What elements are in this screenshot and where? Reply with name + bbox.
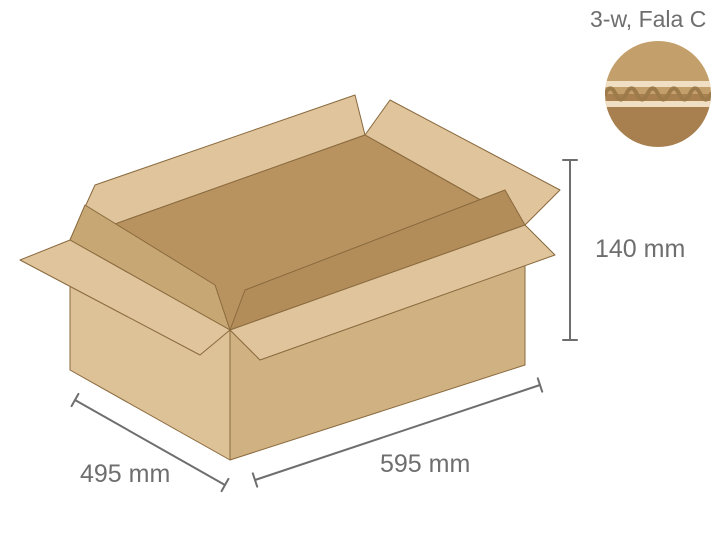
corrugation-badge xyxy=(605,41,711,147)
height-dimension-label: 140 mm xyxy=(595,235,685,264)
height-guide xyxy=(563,160,577,340)
length-dimension-label: 595 mm xyxy=(380,450,470,479)
width-dimension-label: 495 mm xyxy=(80,460,170,489)
diagram-stage: 595 mm 495 mm 140 mm 3-w, Fala C xyxy=(0,0,720,546)
wall-type-label: 3-w, Fala C xyxy=(590,6,706,33)
